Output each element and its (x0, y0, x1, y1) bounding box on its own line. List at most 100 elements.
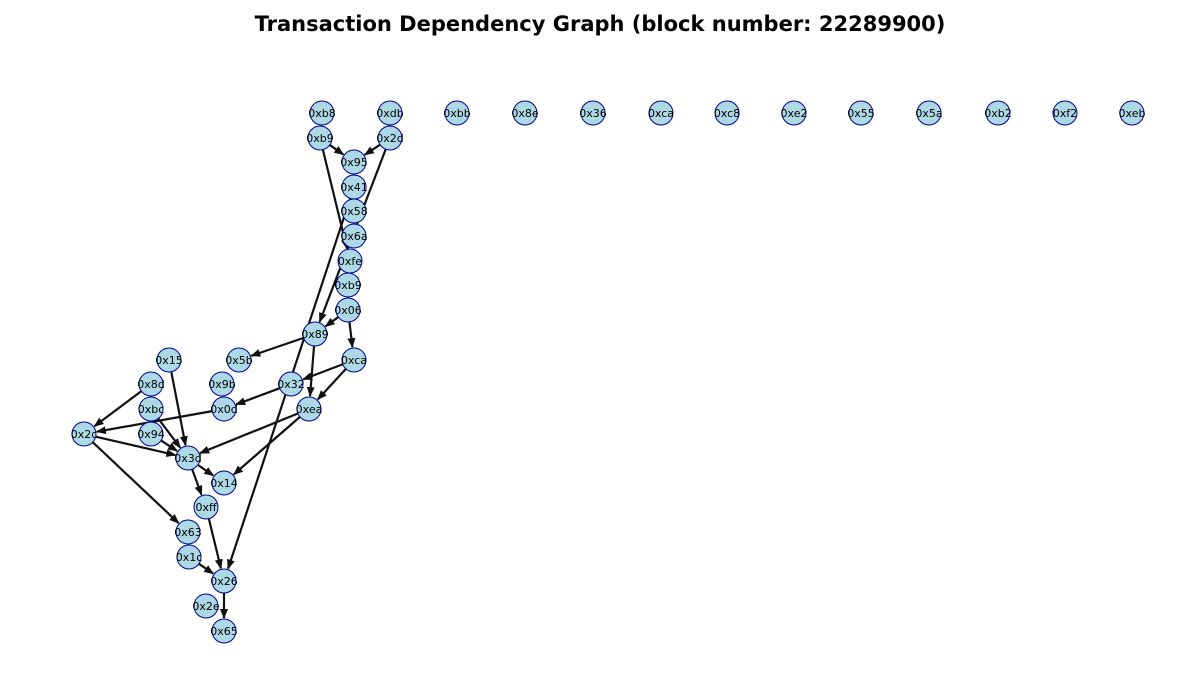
transaction-node[interactable]: 0x36 (579, 100, 607, 126)
dependency-edge (191, 468, 203, 496)
transaction-node[interactable]: 0x63 (174, 519, 202, 545)
transaction-node[interactable]: 0x32 (277, 371, 305, 397)
transaction-node[interactable]: 0xb9 (306, 125, 334, 151)
transaction-node[interactable]: 0xca (341, 347, 367, 373)
node-circle (176, 544, 202, 570)
dependency-edge (91, 441, 180, 524)
node-circle (1052, 100, 1078, 126)
dependency-edge (207, 518, 223, 570)
node-circle (341, 223, 367, 249)
node-label: 0x8d (137, 378, 165, 391)
transaction-node[interactable]: 0x58 (340, 198, 368, 224)
node-circle (341, 149, 367, 175)
dependency-edge (302, 363, 344, 381)
node-label: 0x06 (334, 304, 362, 317)
dependency-edge (95, 435, 177, 457)
dependency-edge (363, 143, 381, 156)
transaction-node[interactable]: 0xe2 (781, 100, 808, 126)
node-label: 0x0d (210, 403, 238, 416)
node-circle (138, 421, 164, 447)
dependency-edge (233, 416, 301, 476)
transaction-node[interactable]: 0xb2 (984, 100, 1012, 126)
node-label: 0x55 (847, 107, 875, 120)
transaction-node[interactable]: 0x65 (210, 618, 238, 644)
transaction-node[interactable]: 0x06 (334, 297, 362, 323)
node-label: 0xea (296, 403, 323, 416)
node-circle (377, 100, 403, 126)
node-label: 0xb9 (334, 279, 362, 292)
transaction-node[interactable]: 0xdb (376, 100, 404, 126)
transaction-node[interactable]: 0xb9 (334, 272, 362, 298)
node-label: 0xb2 (984, 107, 1012, 120)
dependency-edge (199, 412, 299, 455)
transaction-node[interactable]: 0x15 (155, 347, 183, 373)
node-circle (335, 272, 361, 298)
transaction-node[interactable]: 0xb8 (308, 100, 336, 126)
node-circle (193, 494, 219, 520)
node-circle (193, 593, 219, 619)
transaction-node[interactable]: 0x8e (511, 100, 539, 126)
transaction-node[interactable]: 0x89 (301, 321, 329, 347)
transaction-node[interactable]: 0x5b (225, 347, 253, 373)
node-label: 0xf2 (1053, 107, 1077, 120)
transaction-node[interactable]: 0x9b (208, 371, 236, 397)
node-circle (985, 100, 1011, 126)
node-label: 0x36 (579, 107, 607, 120)
node-label: 0xeb (1119, 107, 1146, 120)
transaction-node[interactable]: 0x2c (71, 421, 98, 447)
node-label: 0xfe (338, 255, 362, 268)
node-label: 0x2e (192, 600, 220, 613)
transaction-node[interactable]: 0xf2 (1052, 100, 1078, 126)
node-circle (648, 100, 674, 126)
transaction-node[interactable]: 0x6a (340, 223, 368, 249)
transaction-node[interactable]: 0xff (193, 494, 219, 520)
node-label: 0xdb (376, 107, 403, 120)
transaction-node[interactable]: 0xea (296, 396, 323, 422)
node-label: 0x26 (210, 575, 238, 588)
transaction-node[interactable]: 0x14 (210, 470, 238, 496)
transaction-node[interactable]: 0x41 (340, 174, 368, 200)
node-label: 0x14 (210, 477, 238, 490)
dependency-edge (329, 144, 345, 156)
transaction-node[interactable]: 0x8d (137, 371, 165, 397)
node-label: 0x5a (915, 107, 942, 120)
node-label: 0x32 (277, 378, 305, 391)
dependency-edge (93, 390, 143, 428)
dependency-edge (306, 345, 316, 398)
transaction-node[interactable]: 0xbb (443, 100, 471, 126)
dependency-edge (95, 410, 213, 435)
node-label: 0xff (195, 501, 217, 514)
transaction-node[interactable]: 0xfe (337, 248, 363, 274)
transaction-node[interactable]: 0xeb (1119, 100, 1146, 126)
transaction-node[interactable]: 0x5a (915, 100, 943, 126)
node-label: 0x65 (210, 625, 238, 638)
node-label: 0x15 (155, 354, 183, 367)
node-circle (781, 100, 807, 126)
transaction-node[interactable]: 0x0d (210, 396, 238, 422)
transaction-node[interactable]: 0x3d (174, 445, 202, 471)
dependency-edge (197, 463, 215, 477)
dependency-edge (250, 336, 305, 357)
node-circle (175, 445, 201, 471)
node-label: 0xca (341, 354, 367, 367)
transaction-node[interactable]: 0x95 (340, 149, 368, 175)
transaction-node[interactable]: 0xca (648, 100, 674, 126)
node-label: 0x95 (340, 156, 368, 169)
node-circle (580, 100, 606, 126)
node-label: 0x6a (340, 230, 367, 243)
node-circle (211, 396, 237, 422)
transaction-node[interactable]: 0x94 (137, 421, 165, 447)
node-label: 0xbc (138, 403, 165, 416)
transaction-node[interactable]: 0xbc (138, 396, 165, 422)
dependency-edge (347, 321, 356, 349)
transaction-node[interactable]: 0xc8 (714, 100, 740, 126)
transaction-node[interactable]: 0x55 (847, 100, 875, 126)
node-label: 0x8e (511, 107, 539, 120)
node-circle (444, 100, 470, 126)
node-circle (307, 125, 333, 151)
transaction-node[interactable]: 0x26 (210, 568, 238, 594)
transaction-node[interactable]: 0x2e (192, 593, 220, 619)
node-circle (377, 125, 403, 151)
transaction-node[interactable]: 0x1c (176, 544, 203, 570)
transaction-node[interactable]: 0x2d (376, 125, 404, 151)
